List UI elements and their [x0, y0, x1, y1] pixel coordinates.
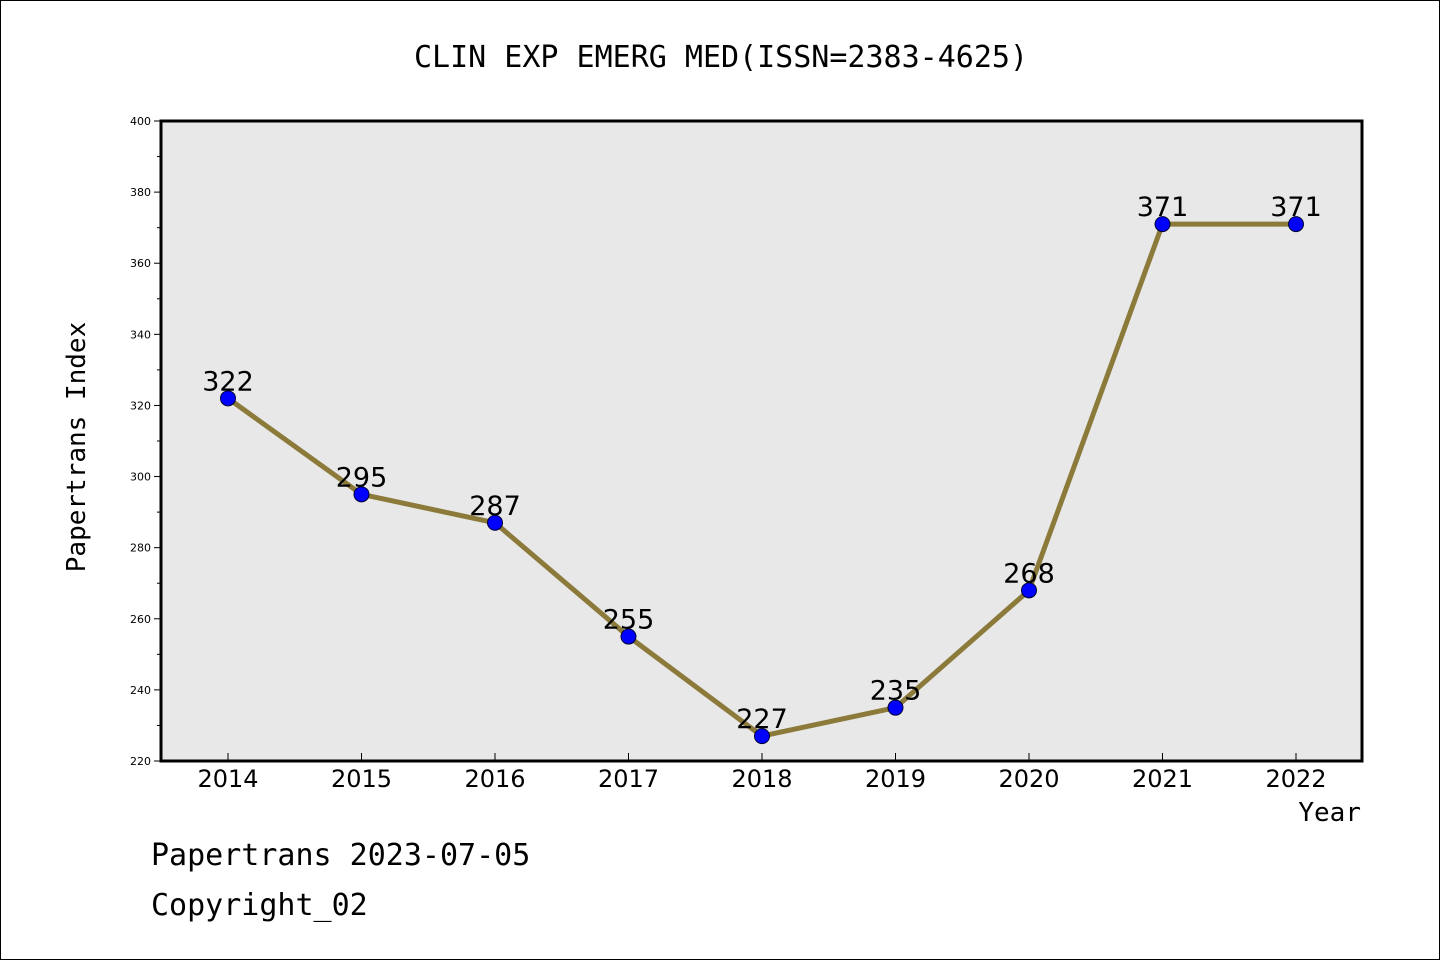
y-tick-label-320: 320 — [130, 399, 151, 412]
y-tick-label-240: 240 — [130, 684, 151, 697]
x-tick-label-2015: 2015 — [331, 765, 392, 793]
y-tick-label-380: 380 — [130, 186, 151, 199]
footer-date: Papertrans 2023-07-05 — [151, 838, 530, 873]
x-tick-label-2018: 2018 — [731, 765, 792, 793]
data-markers — [220, 216, 1304, 745]
x-tick-label-2021: 2021 — [1132, 765, 1193, 793]
y-axis-label: Papertrans Index — [62, 322, 92, 572]
data-point-2020 — [1021, 582, 1037, 599]
data-label-2021: 371 — [1137, 192, 1189, 223]
data-point-2018 — [754, 728, 770, 745]
chart-title: CLIN EXP EMERG MED(ISSN=2383-4625) — [414, 40, 1028, 75]
x-axis: 2014 2015 2016 2017 2018 2019 2020 2021 2022 — [197, 753, 1327, 793]
data-label-2022: 371 — [1270, 192, 1322, 223]
data-labels: 322 295 287 255 227 235 268 371 371 — [202, 192, 1322, 735]
data-point-2017 — [620, 628, 637, 645]
x-tick-label-2016: 2016 — [464, 765, 525, 793]
data-label-2016: 287 — [469, 491, 521, 522]
data-label-2019: 235 — [870, 676, 922, 707]
y-tick-label-220: 220 — [130, 755, 151, 768]
x-tick-label-2020: 2020 — [998, 765, 1059, 793]
x-tick-label-2019: 2019 — [865, 765, 926, 793]
y-tick-label-400: 400 — [130, 115, 151, 128]
y-tick-label-340: 340 — [130, 328, 151, 341]
plot-border — [159, 119, 1364, 763]
data-label-2020: 268 — [1003, 558, 1055, 589]
data-point-2022 — [1288, 216, 1304, 233]
data-label-2017: 255 — [603, 605, 655, 636]
x-tick-label-2022: 2022 — [1265, 765, 1326, 793]
data-label-2018: 227 — [736, 704, 788, 735]
y-tick-label-360: 360 — [130, 257, 151, 270]
y-tick-label-260: 260 — [130, 613, 151, 626]
y-tick-label-300: 300 — [130, 471, 151, 484]
data-point-2015 — [353, 486, 370, 503]
data-point-2019 — [887, 699, 904, 716]
data-point-2014 — [220, 390, 236, 407]
x-tick-label-2014: 2014 — [197, 765, 258, 793]
data-point-2021 — [1154, 216, 1171, 233]
data-point-2016 — [487, 514, 503, 531]
x-tick-label-2017: 2017 — [598, 765, 659, 793]
data-label-2015: 295 — [336, 462, 388, 493]
footer-copyright: Copyright_02 — [151, 888, 368, 923]
y-tick-label-280: 280 — [130, 542, 151, 555]
x-axis-label: Year — [1298, 798, 1361, 828]
data-label-2014: 322 — [202, 366, 254, 397]
y-axis: 220 240 260 280 300 320 340 360 380 400 — [130, 115, 161, 768]
